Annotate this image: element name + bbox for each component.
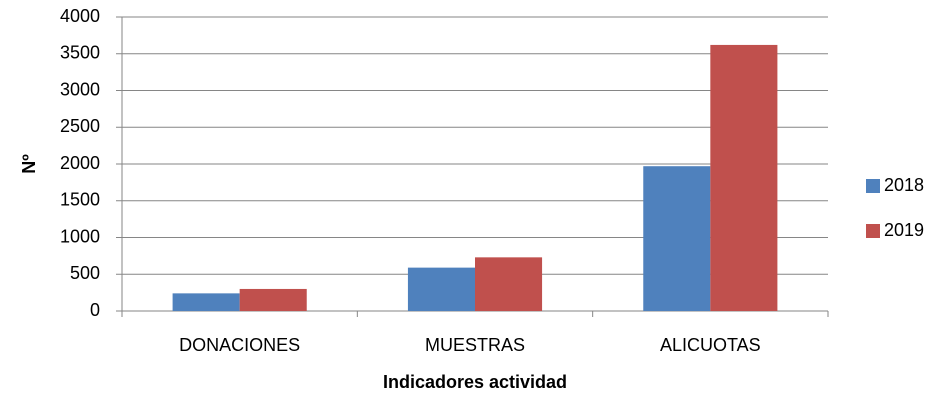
- y-tick-label: 1000: [60, 226, 100, 246]
- y-tick-label: 3500: [60, 43, 100, 63]
- x-tick-label: DONACIONES: [179, 335, 300, 355]
- y-tick-label: 2500: [60, 116, 100, 136]
- x-tick-label: ALICUOTAS: [660, 335, 761, 355]
- bar: [239, 288, 307, 311]
- bar: [407, 267, 475, 311]
- legend-swatch: [866, 179, 880, 193]
- y-tick-label: 1500: [60, 190, 100, 210]
- y-axis-title: Nº: [19, 154, 39, 174]
- x-tick-label: MUESTRAS: [425, 335, 525, 355]
- y-tick-label: 2000: [60, 153, 100, 173]
- bar: [172, 293, 240, 311]
- bar: [710, 44, 778, 312]
- bar: [643, 166, 711, 311]
- y-tick-label: 3000: [60, 79, 100, 99]
- y-tick-label: 0: [90, 300, 100, 320]
- y-tick-label: 4000: [60, 6, 100, 26]
- legend-swatch: [866, 224, 880, 238]
- bar: [475, 257, 543, 311]
- x-axis-title: Indicadores actividad: [383, 372, 567, 392]
- legend-label: 2019: [884, 220, 924, 240]
- legend-label: 2018: [884, 175, 924, 195]
- y-tick-label: 500: [70, 263, 100, 283]
